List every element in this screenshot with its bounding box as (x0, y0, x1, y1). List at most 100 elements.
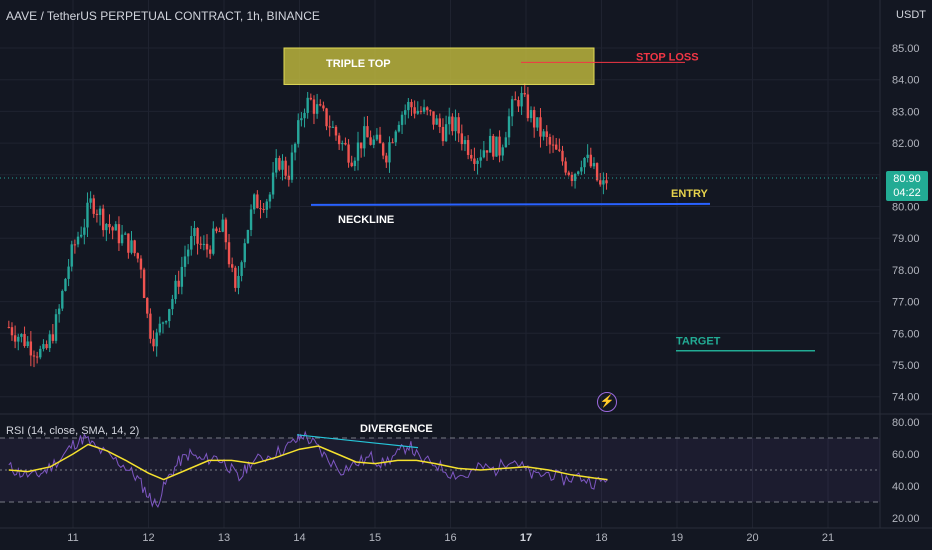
entry-label: ENTRY (671, 188, 709, 200)
candle-body (555, 144, 558, 150)
candle-body (476, 160, 479, 164)
candle-body (149, 313, 152, 339)
candle-body (111, 227, 114, 231)
candle-body (54, 314, 58, 341)
candle-body (564, 161, 567, 173)
candle-body (381, 143, 385, 156)
candle-body (570, 174, 574, 181)
time-axis-label: 17 (520, 532, 532, 544)
candle-body (275, 158, 278, 173)
candle-body (444, 124, 448, 142)
candle-body (394, 131, 397, 143)
candle-body (460, 133, 464, 145)
candle-body (520, 92, 523, 107)
candle-body (322, 105, 325, 109)
candle-body (482, 150, 486, 158)
price-axis-label: 84.00 (892, 75, 920, 87)
rsi-axis-label: 40.00 (892, 481, 920, 493)
candle-body (253, 194, 256, 210)
rsi-indicator-label[interactable]: RSI (14, close, SMA, 14, 2) (6, 425, 140, 437)
neckline-line (310, 202, 711, 206)
candle-body (334, 126, 338, 136)
drawing-overlays: TRIPLE TOP STOP LOSS NECKLINE ENTRY TARGET (0, 47, 880, 352)
candle-body (105, 224, 108, 231)
time-axis-label: 12 (142, 532, 154, 544)
candle-body (230, 264, 234, 268)
candle-body (331, 126, 335, 128)
price-axis-label: 80.00 (892, 202, 920, 214)
candle-body (164, 321, 168, 323)
candle-body (325, 108, 328, 127)
candle-body (29, 341, 33, 356)
candle-body (89, 198, 92, 203)
candle-body (300, 118, 303, 121)
candle-body (529, 110, 533, 119)
candle-body (466, 140, 470, 155)
candle-body (249, 209, 253, 230)
candle-body (117, 224, 121, 244)
candle-body (426, 107, 429, 111)
candle-body (177, 280, 180, 287)
candle-body (265, 201, 268, 210)
candle-body (448, 116, 451, 125)
rsi-axis-label: 80.00 (892, 417, 920, 429)
candle-body (79, 234, 83, 237)
candle-body (133, 240, 136, 254)
candle-body (246, 229, 250, 244)
candle-body (429, 110, 432, 112)
candle-body (196, 228, 199, 244)
price-axis-label: 75.00 (892, 360, 920, 372)
candle-body (432, 111, 435, 125)
price-axis-label: 85.00 (892, 43, 920, 55)
candle-body (212, 228, 215, 254)
candle-body (70, 244, 73, 267)
candle-body (130, 240, 133, 253)
candle-body (268, 194, 272, 202)
candle-body (583, 157, 586, 168)
candle-body (542, 131, 545, 137)
candle-body (10, 327, 14, 336)
candle-body (256, 194, 259, 209)
price-axis-label: 74.00 (892, 392, 920, 404)
candle-body (514, 99, 517, 101)
price-axis-label: 78.00 (892, 265, 920, 277)
candle-body (337, 135, 341, 145)
candle-body (51, 334, 55, 341)
candle-body (13, 335, 17, 342)
candle-body (319, 104, 322, 106)
candle-body (278, 158, 281, 170)
candle-body (186, 249, 190, 257)
candle-body (95, 213, 99, 215)
candle-body (526, 94, 530, 119)
candle-body (312, 99, 316, 114)
candle-body (35, 356, 39, 358)
candle-body (356, 142, 360, 161)
candle-body (599, 180, 602, 185)
lightning-icon[interactable]: ⚡ (597, 392, 617, 412)
candle-body (243, 243, 246, 263)
candle-body (539, 117, 542, 137)
candle-body (7, 326, 11, 328)
candle-body (463, 140, 467, 145)
divergence-label: DIVERGENCE (360, 423, 433, 435)
candle-body (26, 341, 29, 347)
candle-body (416, 110, 419, 114)
rsi-ma-line (8, 443, 608, 481)
price-axis-label: 77.00 (892, 297, 920, 309)
candle-body (23, 334, 26, 347)
candle-body (488, 135, 492, 153)
candle-body (407, 101, 410, 111)
candle-body (221, 219, 224, 232)
time-axis-label: 14 (293, 532, 305, 544)
candle-body (473, 158, 476, 164)
candle-body (48, 334, 51, 349)
candle-body (208, 249, 212, 254)
candle-body (293, 143, 297, 153)
candle-body (363, 126, 366, 149)
candle-body (234, 267, 237, 288)
candle-body (183, 256, 187, 267)
candle-body (561, 150, 564, 162)
candle-body (595, 163, 599, 181)
candle-body (592, 163, 596, 167)
